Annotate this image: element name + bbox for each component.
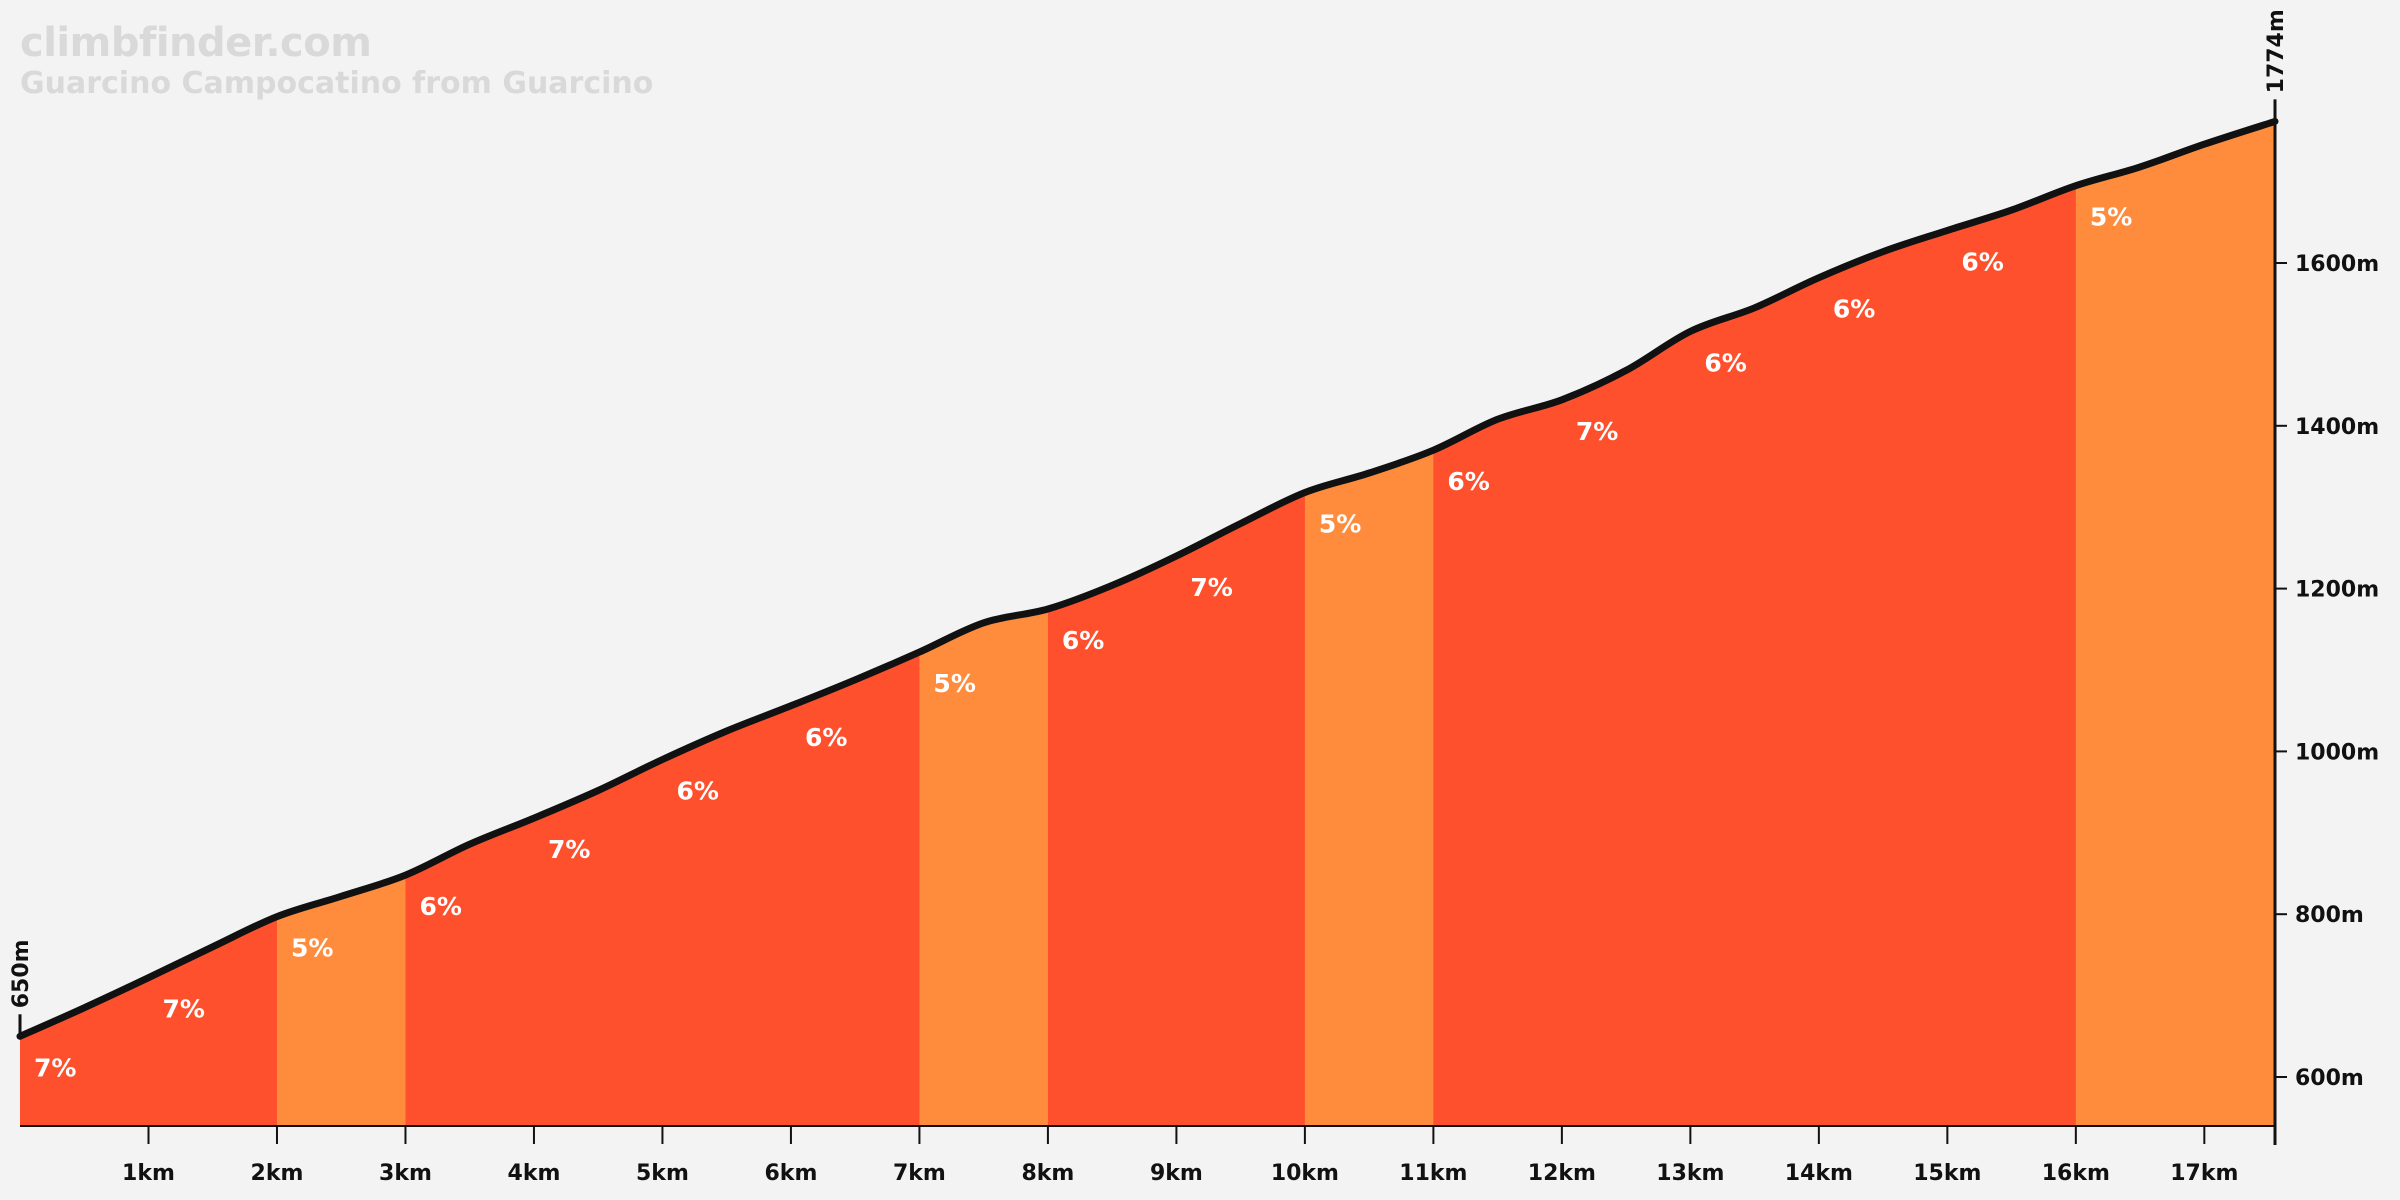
end-elevation-label: 1774m bbox=[2264, 9, 2289, 93]
gradient-segment-10 bbox=[1176, 121, 1306, 1126]
grade-label-5: 7% bbox=[548, 835, 590, 864]
x-tick-label: 9km bbox=[1150, 1161, 1203, 1186]
x-tick-label: 16km bbox=[2042, 1161, 2110, 1186]
grade-label-7: 6% bbox=[805, 723, 847, 752]
gradient-segment-2 bbox=[148, 121, 278, 1126]
gradient-segment-8 bbox=[919, 121, 1049, 1126]
grade-label-16: 6% bbox=[1961, 247, 2003, 276]
gradient-segment-6 bbox=[662, 121, 792, 1126]
y-tick-label: 1200m bbox=[2295, 578, 2379, 603]
y-tick-label: 1000m bbox=[2295, 740, 2379, 765]
x-tick-label: 11km bbox=[1399, 1161, 1467, 1186]
site-brand: climbfinder.com bbox=[20, 20, 372, 66]
grade-label-8: 5% bbox=[933, 669, 975, 698]
gradient-segment-11 bbox=[1304, 121, 1434, 1126]
grade-label-12: 6% bbox=[1447, 467, 1489, 496]
x-tick-label: 5km bbox=[636, 1161, 689, 1186]
gradient-segments bbox=[20, 121, 2275, 1126]
gradient-segment-14 bbox=[1690, 121, 1820, 1126]
gradient-segment-4 bbox=[405, 121, 535, 1126]
grade-label-6: 6% bbox=[676, 777, 718, 806]
y-tick-label: 1400m bbox=[2295, 415, 2379, 440]
axes: 1km 2km 3km 4km 5km 6km 7km 8km 9km 10km 11km 12km 1… bbox=[9, 9, 2379, 1186]
x-tick-label: 17km bbox=[2170, 1161, 2238, 1186]
grade-label-9: 6% bbox=[1062, 626, 1104, 655]
grade-label-15: 6% bbox=[1833, 295, 1875, 324]
grade-label-13: 7% bbox=[1576, 417, 1618, 446]
gradient-segment-17 bbox=[2075, 121, 2275, 1126]
chart-title: Guarcino Campocatino from Guarcino bbox=[20, 66, 654, 101]
grade-label-1: 7% bbox=[34, 1053, 76, 1082]
grade-label-2: 7% bbox=[162, 995, 204, 1024]
x-tick-label: 15km bbox=[1913, 1161, 1981, 1186]
x-tick-label: 3km bbox=[379, 1161, 432, 1186]
x-tick-label: 13km bbox=[1656, 1161, 1724, 1186]
gradient-segment-7 bbox=[790, 121, 920, 1126]
x-tick-label: 8km bbox=[1021, 1161, 1074, 1186]
grade-label-4: 6% bbox=[419, 892, 461, 921]
y-tick-label: 600m bbox=[2295, 1066, 2364, 1091]
gradient-segment-1 bbox=[20, 121, 149, 1126]
grade-labels: 7% 7% 5% 6% 7% 6% 6% 5% 6% 7% 5% 6% 7% 6% 6% 6% 5% bbox=[34, 203, 2132, 1083]
gradient-segment-5 bbox=[533, 121, 663, 1126]
gradient-segment-16 bbox=[1947, 121, 2077, 1126]
start-elevation-label: 650m bbox=[9, 939, 34, 1008]
elevation-profile-line bbox=[16, 117, 2279, 1040]
grade-label-10: 7% bbox=[1190, 573, 1232, 602]
x-tick-label: 1km bbox=[122, 1161, 175, 1186]
gradient-segment-12 bbox=[1433, 121, 1563, 1126]
y-tick-label: 1600m bbox=[2295, 252, 2379, 277]
x-tick-label: 7km bbox=[893, 1161, 946, 1186]
x-tick-label: 14km bbox=[1785, 1161, 1853, 1186]
grade-label-3: 5% bbox=[291, 934, 333, 963]
x-tick-label: 12km bbox=[1528, 1161, 1596, 1186]
gradient-segment-15 bbox=[1818, 121, 1948, 1126]
gradient-segment-13 bbox=[1561, 121, 1691, 1126]
grade-label-17: 5% bbox=[2090, 203, 2132, 232]
x-tick-label: 2km bbox=[251, 1161, 304, 1186]
x-tick-label: 4km bbox=[508, 1161, 561, 1186]
x-tick-label: 10km bbox=[1271, 1161, 1339, 1186]
x-tick-label: 6km bbox=[765, 1161, 818, 1186]
grade-label-14: 6% bbox=[1704, 348, 1746, 377]
grade-label-11: 5% bbox=[1319, 510, 1361, 539]
y-tick-label: 800m bbox=[2295, 903, 2364, 928]
